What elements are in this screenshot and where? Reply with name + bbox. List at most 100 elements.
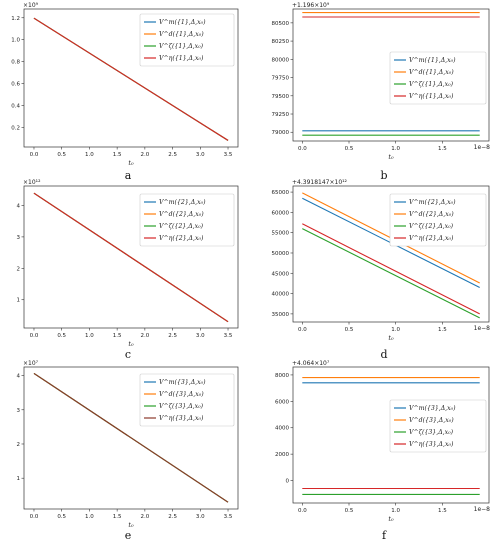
y-offset-text: +1.196×10⁹: [292, 2, 330, 9]
x-axis-label: t₀: [128, 340, 134, 348]
x-tick-label: 1.5: [438, 508, 447, 514]
y-offset-text: ×10⁷: [23, 360, 39, 367]
legend-entry: V^d({3},Δ,x₀): [159, 391, 204, 398]
x-tick-label: 0.0: [298, 508, 307, 514]
legend-entry: V^m({2},Δ,x₀): [159, 199, 206, 206]
subfigure-label: e: [125, 529, 132, 542]
y-tick-label: 55000: [272, 231, 290, 237]
subfigure-label: d: [380, 348, 387, 361]
plot-frame: [292, 185, 490, 323]
legend-entry: V^η({1},Δ,x₀): [409, 93, 454, 100]
legend: V^m({1},Δ,x₀) V^d({1},Δ,x₀) V^ζ({1},Δ,x₀) V…: [139, 13, 235, 67]
y-tick-label: 40000: [272, 292, 290, 298]
subfigure-label: c: [125, 348, 131, 361]
x-tick-label: 1.0: [85, 333, 94, 339]
x-tick-label: 2.5: [168, 333, 177, 339]
y-tick-label: 0.8: [11, 60, 20, 66]
legend-entry: V^ζ({2},Δ,x₀): [159, 223, 204, 230]
plot-frame: [23, 366, 239, 510]
subfigure-label: b: [380, 169, 387, 182]
legend-box: [139, 373, 235, 427]
subfigure-label: f: [382, 529, 387, 542]
legend-box: [389, 51, 487, 105]
legend-box: [139, 13, 235, 67]
legend-entry: V^η({1},Δ,x₀): [159, 55, 204, 62]
x-tick-label: 0.5: [57, 152, 66, 158]
series-line-4: [33, 372, 229, 503]
y-tick-label: 79000: [272, 130, 290, 136]
y-offset-text: ×10¹²: [23, 179, 41, 186]
legend-entry: V^η({3},Δ,x₀): [159, 415, 204, 422]
legend-entry: V^ζ({1},Δ,x₀): [159, 43, 204, 50]
x-tick-label: 2.0: [140, 333, 149, 339]
x-tick-label: 0.0: [298, 146, 307, 152]
x-offset-text: 1e−8: [474, 506, 491, 513]
x-axis-label: t₀: [388, 334, 394, 342]
y-tick-label: 0.4: [11, 103, 20, 109]
x-axis-label: t₀: [128, 159, 134, 167]
x-tick-label: 0.0: [30, 333, 39, 339]
y-tick-label: 4: [17, 374, 21, 380]
legend-entry: V^ζ({2},Δ,x₀): [409, 223, 454, 230]
legend-entry: V^ζ({3},Δ,x₀): [159, 403, 204, 410]
y-tick-label: 6000: [275, 399, 289, 405]
y-tick-label: 80500: [272, 21, 290, 27]
y-offset-text: +4.064×10⁷: [292, 360, 330, 367]
y-tick-label: 0.6: [11, 81, 20, 87]
x-tick-label: 3.0: [196, 152, 205, 158]
x-tick-label: 0.0: [298, 327, 307, 333]
legend-entry: V^m({3},Δ,x₀): [159, 379, 206, 386]
x-offset-text: 1e−8: [474, 144, 491, 151]
legend-entry: V^η({3},Δ,x₀): [409, 441, 454, 448]
legend-box: [389, 399, 487, 453]
x-tick-label: 1.5: [113, 152, 122, 158]
x-tick-label: 3.0: [196, 333, 205, 339]
plot-frame: [23, 185, 239, 329]
plot-frame: [292, 366, 490, 504]
legend-entry: V^d({3},Δ,x₀): [409, 417, 454, 424]
x-tick-label: 3.0: [196, 514, 205, 520]
x-tick-label: 0.5: [57, 333, 66, 339]
x-tick-label: 3.5: [224, 333, 233, 339]
series-line-4: [33, 17, 229, 141]
x-tick-label: 1.0: [391, 146, 400, 152]
series-line-3: [302, 228, 480, 319]
legend: V^m({3},Δ,x₀) V^d({3},Δ,x₀) V^ζ({3},Δ,x₀) V…: [389, 399, 487, 453]
y-tick-label: 1: [17, 476, 21, 482]
x-tick-label: 1.5: [438, 146, 447, 152]
x-tick-label: 2.5: [168, 514, 177, 520]
x-tick-label: 2.5: [168, 152, 177, 158]
x-tick-label: 0.0: [30, 152, 39, 158]
x-tick-label: 2.0: [140, 514, 149, 520]
legend-entry: V^m({2},Δ,x₀): [409, 199, 456, 206]
y-tick-label: 0: [286, 479, 290, 485]
legend: V^m({1},Δ,x₀) V^d({1},Δ,x₀) V^ζ({1},Δ,x₀) V…: [389, 51, 487, 105]
y-tick-label: 79250: [272, 112, 290, 118]
legend-entry: V^m({3},Δ,x₀): [409, 405, 456, 412]
y-tick-label: 4000: [275, 426, 289, 432]
chart-panel-e: 0.0 0.5 1.0 1.5 2.0 2.5 3.0 3.5 1 2 3 4 ×10⁷ t₀ V^m({3…: [17, 360, 239, 542]
series-line-4: [302, 223, 480, 315]
legend-entry: V^η({2},Δ,x₀): [159, 235, 204, 242]
plot-frame: [23, 8, 239, 148]
y-tick-label: 2: [17, 442, 21, 448]
y-tick-label: 2: [17, 266, 21, 272]
y-tick-label: 79500: [272, 94, 290, 100]
x-tick-label: 1.0: [391, 327, 400, 333]
legend-entry: V^m({1},Δ,x₀): [159, 19, 206, 26]
x-tick-label: 1.5: [438, 327, 447, 333]
y-tick-label: 1: [17, 298, 21, 304]
x-tick-label: 0.0: [30, 514, 39, 520]
x-tick-label: 3.5: [224, 152, 233, 158]
chart-panel-c: 0.0 0.5 1.0 1.5 2.0 2.5 3.0 3.5 1 2 3 4 ×10¹² t₀ V^m({…: [17, 179, 239, 361]
x-axis-label: t₀: [388, 515, 394, 523]
y-tick-label: 80250: [272, 39, 290, 45]
y-tick-label: 35000: [272, 312, 290, 318]
y-tick-label: 79750: [272, 76, 290, 82]
legend-box: [389, 193, 487, 247]
x-tick-label: 1.5: [113, 333, 122, 339]
chart-panel-d: 0.0 0.5 1.0 1.5 35000 40000 45000 50000 55000 600…: [272, 179, 491, 361]
y-tick-label: 1.2: [11, 16, 20, 22]
legend-entry: V^η({2},Δ,x₀): [409, 235, 454, 242]
x-tick-label: 0.5: [345, 508, 354, 514]
